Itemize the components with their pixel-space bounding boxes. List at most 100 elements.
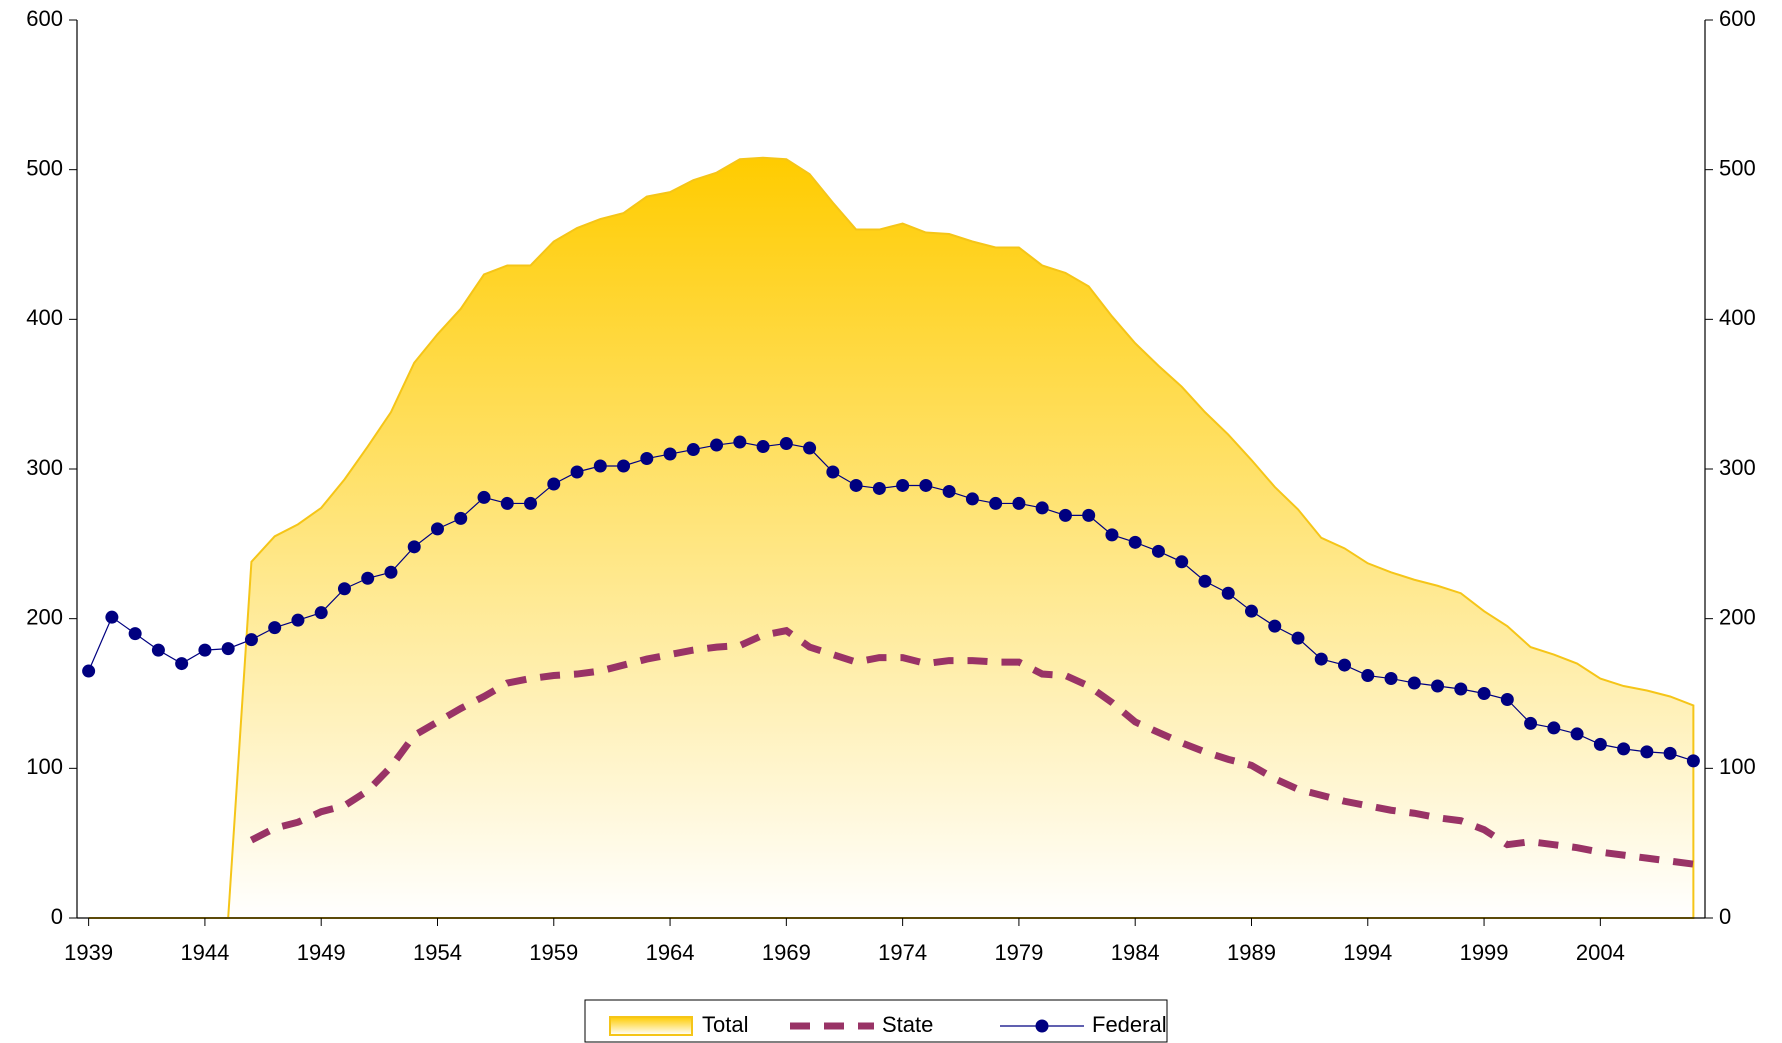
federal-point [221, 642, 235, 656]
federal-point [1500, 692, 1514, 706]
federal-point [314, 606, 328, 620]
x-tick-label: 1939 [64, 940, 113, 965]
x-tick-label: 2004 [1576, 940, 1625, 965]
legend-label: Federal [1092, 1012, 1167, 1037]
y-tick-label: 600 [26, 6, 63, 31]
x-tick-label: 1954 [413, 940, 462, 965]
federal-point [989, 496, 1003, 510]
x-tick-label: 1984 [1111, 940, 1160, 965]
federal-point [803, 441, 817, 455]
federal-point [733, 435, 747, 449]
federal-point [1686, 754, 1700, 768]
legend-swatch [609, 1016, 693, 1036]
y-tick-label: 200 [26, 604, 63, 629]
federal-point [1198, 574, 1212, 588]
legend-swatch [1035, 1019, 1049, 1033]
y2-tick-label: 100 [1719, 754, 1756, 779]
y2-tick-label: 600 [1719, 6, 1756, 31]
x-tick-label: 1989 [1227, 940, 1276, 965]
federal-point [826, 465, 840, 479]
federal-point [1058, 508, 1072, 522]
federal-point [128, 627, 142, 641]
federal-point [1407, 676, 1421, 690]
federal-point [105, 610, 119, 624]
x-tick-label: 1949 [297, 940, 346, 965]
federal-point [617, 459, 631, 473]
federal-point [1035, 501, 1049, 515]
federal-point [710, 438, 724, 452]
y-tick-label: 0 [51, 904, 63, 929]
federal-line [88, 441, 1694, 762]
federal-point [1105, 528, 1119, 542]
x-tick-label: 1974 [878, 940, 927, 965]
total-area [88, 156, 1695, 919]
federal-point [1244, 604, 1258, 618]
federal-point [1663, 746, 1677, 760]
federal-point [1640, 745, 1654, 759]
federal-point [1593, 737, 1607, 751]
y2-tick-label: 400 [1719, 305, 1756, 330]
federal-point [407, 540, 421, 554]
federal-point [244, 633, 258, 647]
federal-point [756, 440, 770, 454]
federal-point [151, 643, 165, 657]
y-tick-label: 300 [26, 455, 63, 480]
federal-point [337, 582, 351, 596]
federal-point [1314, 652, 1328, 666]
federal-point [1617, 742, 1631, 756]
federal-point [1151, 544, 1165, 558]
federal-point [500, 496, 514, 510]
federal-point [896, 478, 910, 492]
federal-point [640, 452, 654, 466]
federal-point [1221, 586, 1235, 600]
legend-label: State [882, 1012, 933, 1037]
y-tick-label: 400 [26, 305, 63, 330]
federal-point [686, 443, 700, 457]
federal-point [1547, 721, 1561, 735]
federal-point [942, 484, 956, 498]
federal-point [454, 511, 468, 525]
x-tick-label: 1994 [1343, 940, 1392, 965]
y-tick-label: 100 [26, 754, 63, 779]
federal-point [175, 657, 189, 671]
federal-point [291, 613, 305, 627]
federal-point [1291, 631, 1305, 645]
x-tick-label: 1979 [994, 940, 1043, 965]
federal-point [1431, 679, 1445, 693]
federal-point [919, 478, 933, 492]
federal-point [1128, 535, 1142, 549]
federal-point [524, 496, 538, 510]
federal-point [477, 490, 491, 504]
y-tick-label: 500 [26, 155, 63, 180]
federal-point [361, 571, 375, 585]
federal-point [1361, 669, 1375, 683]
federal-point [593, 459, 607, 473]
federal-point [384, 565, 398, 579]
federal-point [663, 447, 677, 461]
federal-point [849, 478, 863, 492]
federal-point [198, 643, 212, 657]
federal-point [1524, 716, 1538, 730]
x-tick-label: 1959 [529, 940, 578, 965]
federal-point [1338, 658, 1352, 672]
x-tick-label: 1944 [180, 940, 229, 965]
federal-point [1175, 555, 1189, 569]
y2-tick-label: 200 [1719, 604, 1756, 629]
y2-tick-label: 300 [1719, 455, 1756, 480]
y2-tick-label: 500 [1719, 155, 1756, 180]
federal-point [1012, 496, 1026, 510]
state-line [249, 626, 1694, 868]
federal-point [547, 477, 561, 491]
federal-point [1384, 672, 1398, 686]
federal-point [965, 492, 979, 506]
federal-point [1082, 508, 1096, 522]
legend-label: Total [702, 1012, 748, 1037]
x-tick-label: 1999 [1460, 940, 1509, 965]
federal-point [570, 465, 584, 479]
federal-point [1570, 727, 1584, 741]
federal-point [872, 481, 886, 495]
federal-point [1268, 619, 1282, 633]
federal-point [430, 522, 444, 536]
x-tick-label: 1969 [762, 940, 811, 965]
